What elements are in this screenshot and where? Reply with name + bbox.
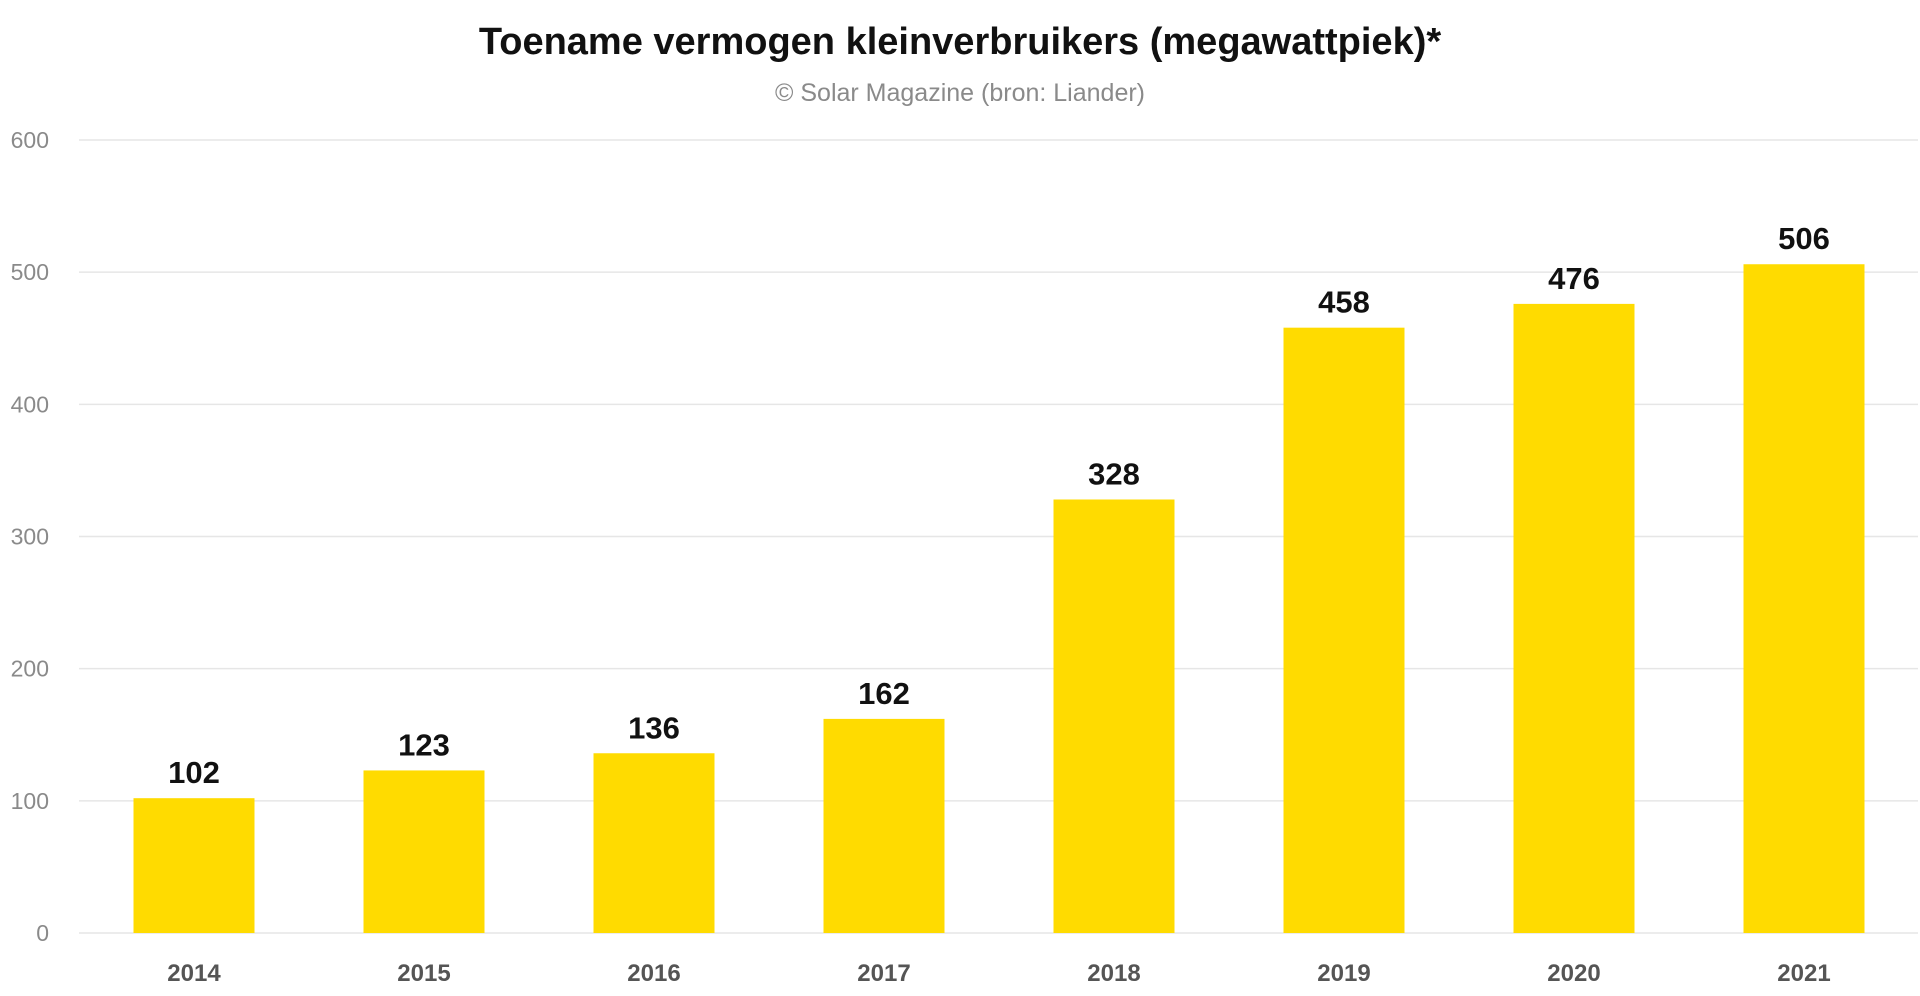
- data-label-2014: 102: [168, 755, 220, 790]
- bars: [133, 264, 1865, 934]
- gridlines: [79, 139, 1918, 934]
- data-label-2017: 162: [858, 676, 910, 711]
- data-label-2019: 458: [1318, 285, 1370, 320]
- y-tick-label: 600: [11, 127, 49, 153]
- y-tick-label: 400: [11, 391, 49, 417]
- y-tick-label: 0: [36, 920, 49, 946]
- data-label-2020: 476: [1548, 261, 1600, 296]
- bar-2018: [1053, 499, 1175, 933]
- data-label-2021: 506: [1778, 221, 1830, 256]
- y-axis-ticks: 0 100 200 300 400 500 600: [11, 127, 49, 946]
- data-label-2015: 123: [398, 727, 450, 762]
- x-tick-label-2018: 2018: [1087, 960, 1140, 987]
- chart-title: Toename vermogen kleinverbruikers (megaw…: [479, 21, 1442, 63]
- bar-2017: [823, 718, 945, 933]
- x-tick-label-2020: 2020: [1547, 960, 1600, 987]
- x-tick-label-2017: 2017: [857, 960, 910, 987]
- x-tick-label-2014: 2014: [167, 960, 221, 987]
- chart-subtitle: © Solar Magazine (bron: Liander): [775, 79, 1145, 107]
- bar-2014: [133, 798, 255, 933]
- data-label-2016: 136: [628, 710, 680, 745]
- x-tick-label-2019: 2019: [1317, 960, 1370, 987]
- data-label-2018: 328: [1088, 456, 1140, 491]
- x-axis-ticks: 2014 2015 2016 2017 2018 2019 2020 2021: [167, 960, 1830, 987]
- y-tick-label: 500: [11, 259, 49, 285]
- bar-2020: [1513, 303, 1635, 933]
- y-tick-label: 100: [11, 788, 49, 814]
- bar-2015: [363, 770, 485, 933]
- bar-2016: [593, 753, 715, 933]
- data-labels: 102 123 136 162 328 458 476 506: [168, 221, 1830, 790]
- x-tick-label-2021: 2021: [1777, 960, 1830, 987]
- y-tick-label: 300: [11, 524, 49, 550]
- y-tick-label: 200: [11, 656, 49, 682]
- x-tick-label-2016: 2016: [627, 960, 680, 987]
- bar-2019: [1283, 327, 1405, 934]
- bar-2021: [1743, 264, 1865, 933]
- x-tick-label-2015: 2015: [397, 960, 450, 987]
